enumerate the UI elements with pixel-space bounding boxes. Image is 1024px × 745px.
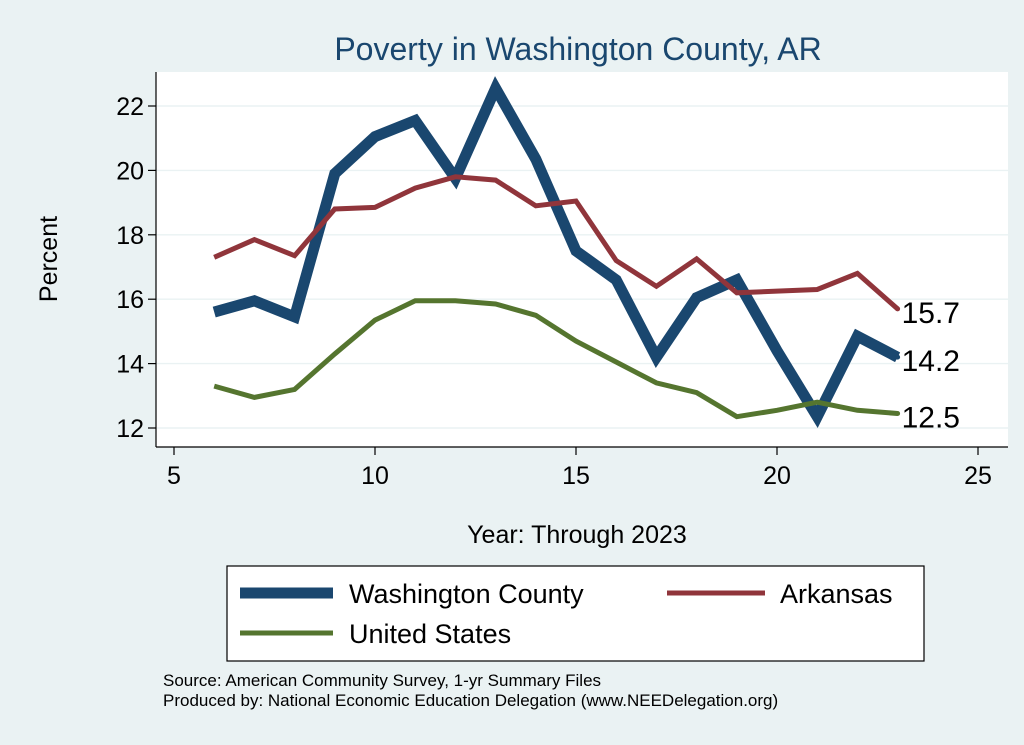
end-point-marker — [895, 354, 901, 360]
series-line-united-states — [213, 298, 898, 420]
source-line: Source: American Community Survey, 1-yr … — [163, 671, 602, 690]
x-tick-label: 20 — [763, 462, 791, 490]
y-tick-label: 20 — [116, 157, 144, 185]
x-axis-ticks: 5 10 15 20 25 — [167, 447, 992, 490]
y-tick-label: 22 — [116, 93, 144, 121]
y-axis-ticks: 12 14 16 18 20 22 — [116, 93, 156, 443]
y-tick-label: 18 — [116, 222, 144, 250]
y-tick-label: 12 — [116, 415, 144, 443]
end-label-united-states: 12.5 — [902, 402, 960, 435]
end-labels: 14.2 15.7 12.5 — [895, 297, 960, 435]
producer-line: Produced by: National Economic Education… — [163, 691, 779, 710]
x-tick-label: 5 — [167, 462, 181, 490]
y-tick-label: 16 — [116, 286, 144, 314]
legend: Washington County Arkansas United States — [226, 565, 925, 662]
x-tick-label: 15 — [562, 462, 590, 490]
source-note: Source: American Community Survey, 1-yr … — [163, 671, 778, 711]
x-axis-label: Year: Through 2023 — [467, 521, 687, 549]
y-axis-label: Percent — [35, 216, 63, 302]
x-tick-label: 10 — [361, 462, 389, 490]
legend-label-united-states: United States — [349, 619, 511, 649]
x-tick-label: 25 — [964, 462, 992, 490]
end-label-washington-county: 14.2 — [902, 345, 960, 378]
y-tick-label: 14 — [116, 351, 144, 379]
legend-box — [226, 565, 925, 662]
end-point-marker — [895, 306, 901, 312]
legend-label-washington-county: Washington County — [349, 579, 584, 609]
series-lines — [212, 76, 901, 429]
legend-label-arkansas: Arkansas — [780, 579, 893, 609]
series-line-arkansas — [213, 174, 900, 311]
chart-title: Poverty in Washington County, AR — [334, 31, 821, 67]
end-label-arkansas: 15.7 — [902, 297, 960, 330]
end-point-marker — [895, 411, 901, 417]
